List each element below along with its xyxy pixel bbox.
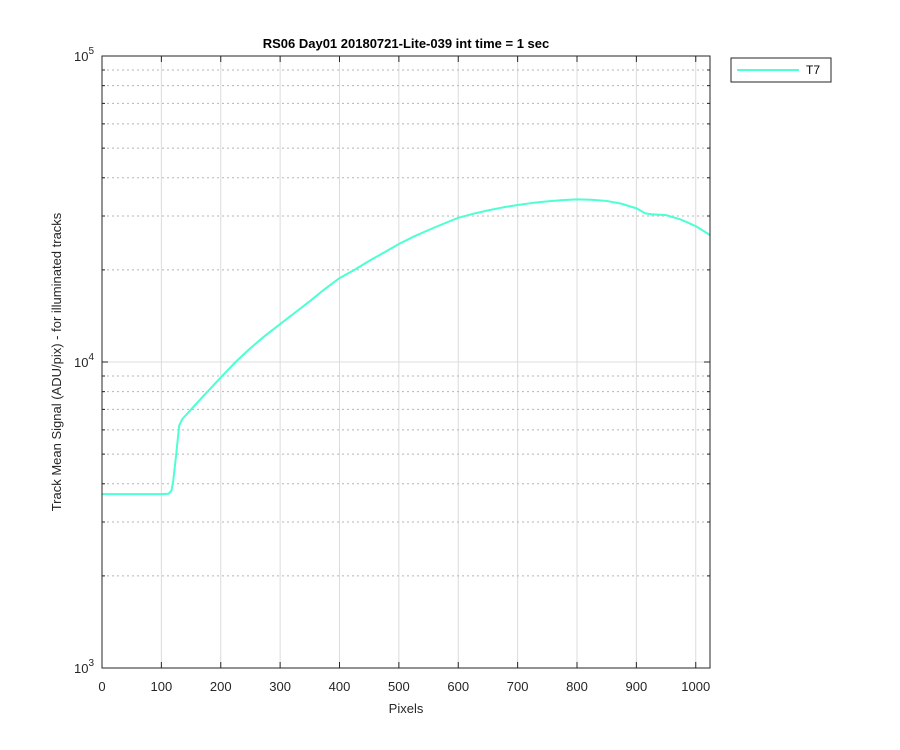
legend: T7	[730, 57, 832, 83]
y-tick-label: 104	[74, 352, 94, 370]
series-lines	[102, 198, 711, 496]
ticks	[101, 56, 710, 669]
x-tick-label: 1000	[681, 679, 710, 694]
x-tick-label: 800	[566, 679, 588, 694]
x-axis-label: Pixels	[389, 701, 424, 716]
series-line-t7	[102, 198, 711, 496]
x-tick-label: 300	[269, 679, 291, 694]
chart-title: RS06 Day01 20180721-Lite-039 int time = …	[263, 36, 550, 51]
y-tick-label: 105	[74, 46, 94, 64]
y-tick-labels: 103 104 105	[74, 46, 94, 676]
x-tick-label: 200	[210, 679, 232, 694]
x-tick-label: 0	[98, 679, 105, 694]
x-tick-label: 900	[626, 679, 648, 694]
x-tick-label: 700	[507, 679, 529, 694]
x-tick-label: 400	[329, 679, 351, 694]
x-tick-label: 100	[151, 679, 173, 694]
y-axis-label: Track Mean Signal (ADU/pix) - for illumi…	[49, 212, 64, 511]
grid	[102, 56, 710, 668]
x-tick-labels: 0 100 200 300 400 500 600 700 800 900 1000	[98, 679, 710, 694]
legend-label-t7: T7	[806, 63, 820, 77]
x-tick-label: 500	[388, 679, 410, 694]
x-tick-label: 600	[447, 679, 469, 694]
y-tick-label: 103	[74, 658, 94, 676]
